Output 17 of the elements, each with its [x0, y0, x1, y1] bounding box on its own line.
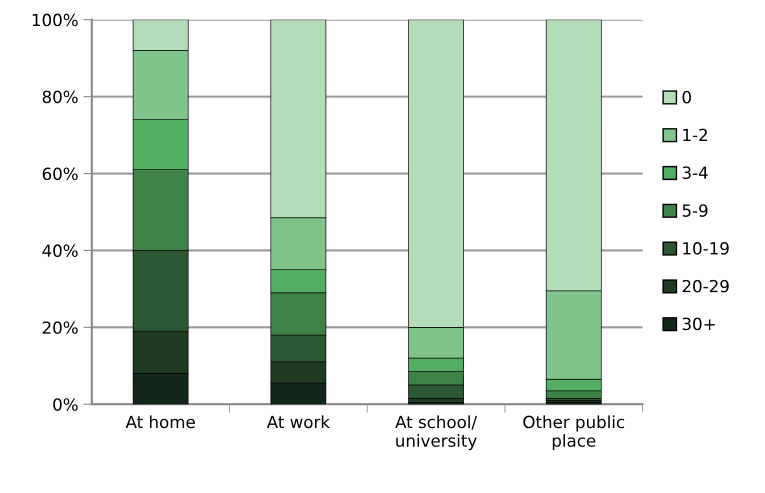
y-tick-label: 40% [42, 244, 78, 258]
y-tick-label: 60% [42, 168, 78, 180]
legend-label: 10-19 [683, 242, 729, 255]
x-tick-label: At school/ university [395, 415, 478, 450]
legend-label: 20-29 [682, 280, 729, 292]
y-tick-label: 0% [53, 398, 78, 411]
legend-label: 5-9 [682, 204, 708, 217]
x-tick-label: Other public place [523, 415, 624, 450]
legend-label: 30+ [682, 318, 715, 330]
x-tick-label: At work [266, 415, 330, 428]
legend-label: 0 [682, 90, 691, 104]
legend-label: 1-2 [683, 128, 707, 141]
legend-label: 3-4 [682, 166, 708, 180]
x-tick-label: At home [126, 415, 195, 428]
y-tick-label: 100% [32, 14, 78, 26]
y-tick-label: 80% [42, 90, 78, 104]
y-tick-label: 20% [42, 321, 78, 334]
